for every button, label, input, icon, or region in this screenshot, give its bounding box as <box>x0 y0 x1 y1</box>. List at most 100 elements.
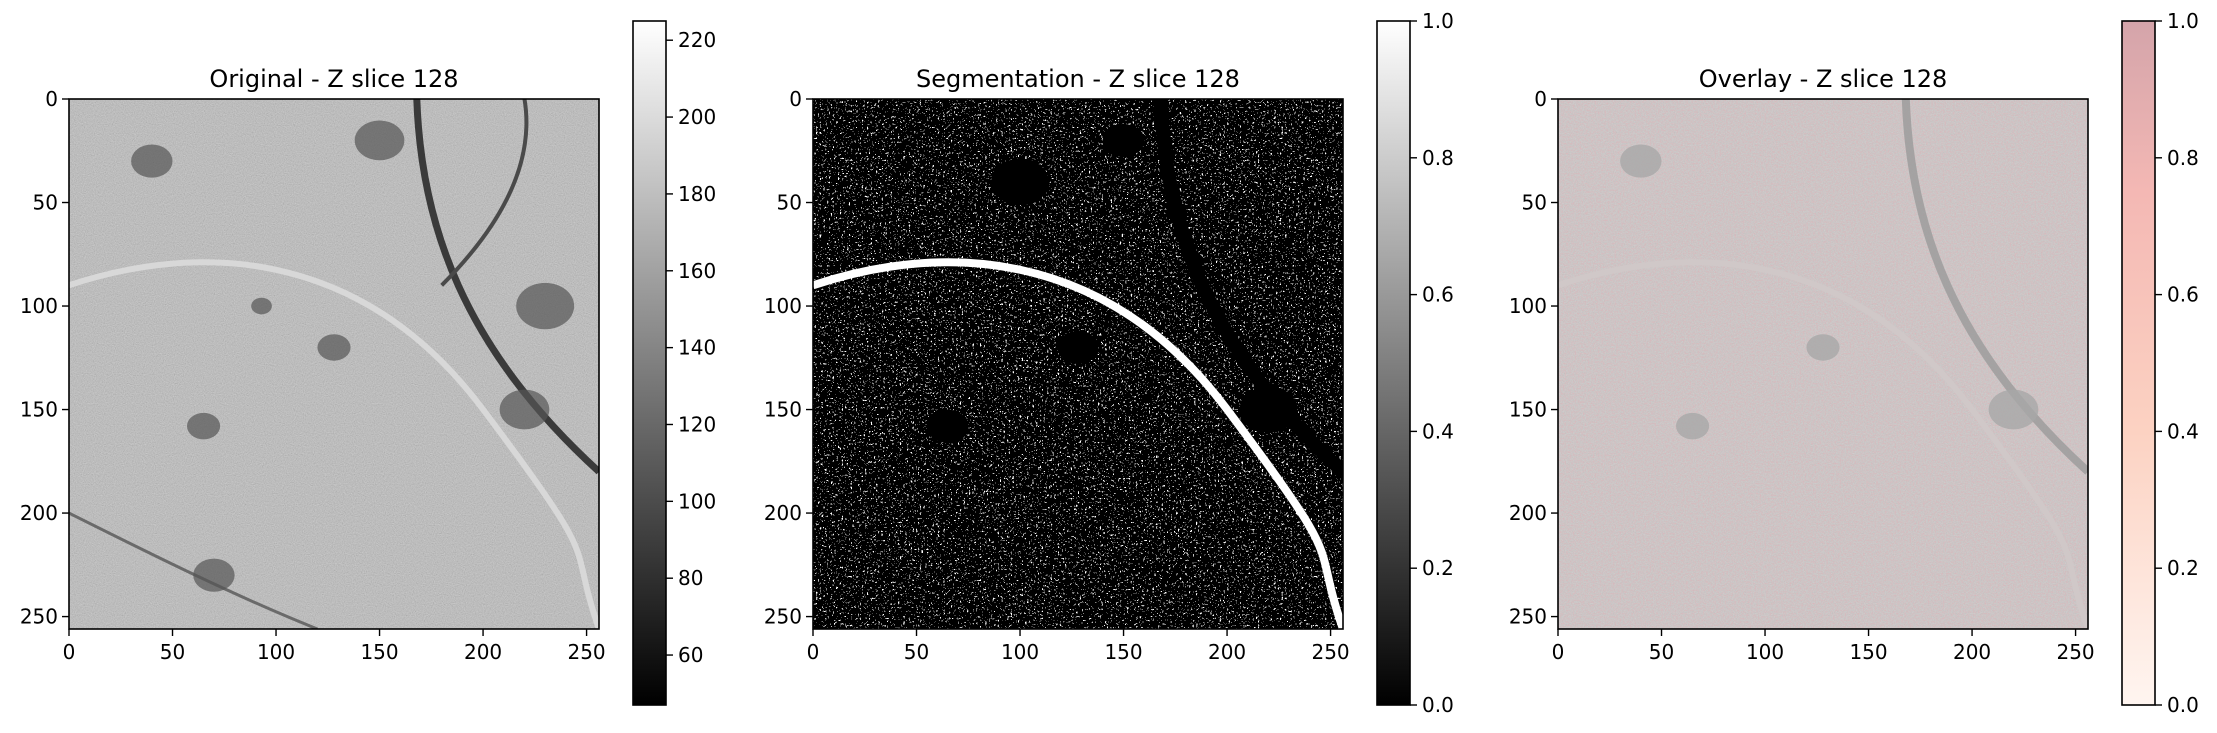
colorbar-tick-label: 0.4 <box>2167 419 2199 443</box>
x-tick-label: 250 <box>2056 640 2094 664</box>
colorbar-tick-label: 200 <box>678 105 716 129</box>
x-tick-label: 250 <box>567 640 605 664</box>
x-tick-label: 250 <box>1311 640 1349 664</box>
colorbar-tick-label: 100 <box>678 489 716 513</box>
colorbar: 60 80 100 120 140 160 180 200 220 <box>632 20 716 706</box>
x-tick-label: 150 <box>1104 640 1142 664</box>
colorbar-gradient <box>1377 21 1410 705</box>
y-tick-label: 100 <box>20 294 58 318</box>
chart-title: Overlay - Z slice 128 <box>1699 65 1948 93</box>
y-tick-label: 0 <box>789 87 802 111</box>
y-tick-label: 150 <box>764 398 802 422</box>
y-tick-label: 50 <box>777 191 802 215</box>
y-tick-label: 150 <box>1509 398 1547 422</box>
colorbar-tick-label: 80 <box>678 566 703 590</box>
colorbar: 0.0 0.2 0.4 0.6 0.8 1.0 <box>1376 9 1454 717</box>
colorbar-gradient <box>633 21 666 705</box>
membrane <box>69 511 318 629</box>
colorbar-frame <box>632 20 667 706</box>
colorbar-tick-label: 0.6 <box>2167 283 2199 307</box>
colorbar-tick-label: 0.2 <box>1422 556 1454 580</box>
x-tick-label: 200 <box>1208 640 1246 664</box>
image-layer <box>1558 99 2088 629</box>
organelle <box>1806 334 1840 361</box>
colorbar-tick-label: 0.0 <box>1422 693 1454 717</box>
colorbar-tick-label: 180 <box>678 182 716 206</box>
organelle-mask <box>991 158 1050 205</box>
axes-frame <box>68 98 600 630</box>
colorbar-frame <box>2121 20 2156 706</box>
colorbar: 0.0 0.2 0.4 0.6 0.8 1.0 <box>2121 9 2199 717</box>
y-tick-label: 0 <box>45 87 58 111</box>
colorbar-gradient <box>2122 21 2155 705</box>
x-tick-label: 100 <box>1746 640 1784 664</box>
bright-ridge <box>69 259 599 629</box>
organelle <box>317 334 351 361</box>
y-tick-label: 100 <box>764 294 802 318</box>
chart-panel-2: Segmentation - Z slice 128 0 50 100 150 200 25… <box>764 9 1454 717</box>
colorbar-tick-label: 60 <box>678 643 703 667</box>
y-tick-label: 200 <box>1509 501 1547 525</box>
organelle <box>354 120 405 161</box>
organelle <box>516 282 575 330</box>
organelle <box>251 297 272 315</box>
y-tick-label: 250 <box>764 605 802 629</box>
y-tick-label: 200 <box>764 501 802 525</box>
x-tick-label: 0 <box>807 640 820 664</box>
overlay-mask <box>1558 99 2088 629</box>
x-tick-label: 50 <box>904 640 929 664</box>
y-tick-label: 250 <box>20 605 58 629</box>
x-tick-label: 200 <box>1953 640 1991 664</box>
organelle <box>1676 412 1710 440</box>
organelle-mask <box>1102 123 1145 157</box>
organelle-mask <box>1239 386 1298 433</box>
chart-title: Segmentation - Z slice 128 <box>916 65 1240 93</box>
organelle <box>1620 144 1662 178</box>
colorbar-tick-label: 220 <box>678 28 716 52</box>
x-tick-label: 0 <box>1552 640 1565 664</box>
organelle-mask <box>926 409 969 443</box>
ridge-mask <box>813 258 1343 629</box>
colorbar-tick-label: 140 <box>678 336 716 360</box>
organelle <box>193 558 235 592</box>
y-tick-label: 200 <box>20 501 58 525</box>
organelle-mask <box>1057 330 1099 364</box>
x-tick-label: 200 <box>464 640 502 664</box>
x-tick-label: 50 <box>1649 640 1674 664</box>
chart-panel-3: Overlay - Z slice 128 0 50 100 150 200 250 0 50 1… <box>1509 9 2199 717</box>
x-tick-label: 50 <box>160 640 185 664</box>
x-tick-label: 0 <box>63 640 76 664</box>
colorbar-tick-label: 1.0 <box>1422 9 1454 33</box>
y-tick-label: 150 <box>20 398 58 422</box>
x-tick-label: 150 <box>1849 640 1887 664</box>
colorbar-tick-label: 0.8 <box>2167 146 2199 170</box>
colorbar-tick-label: 1.0 <box>2167 9 2199 33</box>
organelle <box>187 412 221 440</box>
x-tick-label: 150 <box>360 640 398 664</box>
colorbar-tick-label: 120 <box>678 412 716 436</box>
organelle <box>131 144 173 178</box>
colorbar-tick-label: 0.2 <box>2167 556 2199 580</box>
colorbar-tick-label: 0.4 <box>1422 419 1454 443</box>
axes-frame <box>812 98 1344 630</box>
colorbar-tick-label: 0.6 <box>1422 283 1454 307</box>
y-tick-label: 0 <box>1534 87 1547 111</box>
y-tick-label: 100 <box>1509 294 1547 318</box>
organelle <box>499 389 550 430</box>
bright-ridge <box>1558 259 2088 629</box>
axes-frame <box>1557 98 2089 630</box>
image-layer <box>813 99 1343 629</box>
image-texture <box>69 99 599 629</box>
y-tick-label: 50 <box>1522 191 1547 215</box>
colorbar-tick-label: 0.0 <box>2167 693 2199 717</box>
chart-title: Original - Z slice 128 <box>209 65 458 93</box>
image-layer <box>69 99 599 629</box>
x-tick-label: 100 <box>1001 640 1039 664</box>
y-tick-label: 50 <box>33 191 58 215</box>
organelle <box>1988 389 2039 430</box>
x-tick-label: 100 <box>257 640 295 664</box>
colorbar-tick-label: 160 <box>678 259 716 283</box>
membrane <box>413 99 599 475</box>
